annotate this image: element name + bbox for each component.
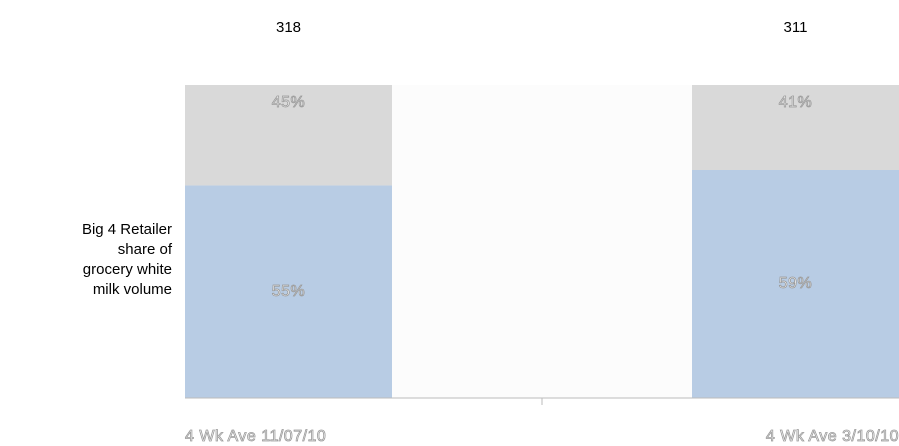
value-label: 55% xyxy=(272,283,306,300)
value-label: 59% xyxy=(779,275,813,292)
value-label: 41% xyxy=(779,94,813,111)
x-tick-label: 4 Wk Ave 3/10/10 xyxy=(766,428,899,445)
y-axis-label: share of xyxy=(118,241,173,258)
bar-segment xyxy=(185,85,392,186)
y-axis-label: milk volume xyxy=(93,281,172,298)
bar-segment xyxy=(185,185,392,398)
total-label: 318 xyxy=(276,19,301,36)
total-label: 311 xyxy=(784,19,808,36)
x-tick-label: 4 Wk Ave 11/07/10 xyxy=(185,428,326,445)
bars xyxy=(185,85,899,398)
value-label: 45% xyxy=(272,94,306,111)
bar-segment xyxy=(692,85,899,171)
y-axis-label: Big 4 Retailer xyxy=(82,221,172,238)
y-axis-label: grocery white xyxy=(83,261,172,278)
bar-segment xyxy=(692,170,899,398)
